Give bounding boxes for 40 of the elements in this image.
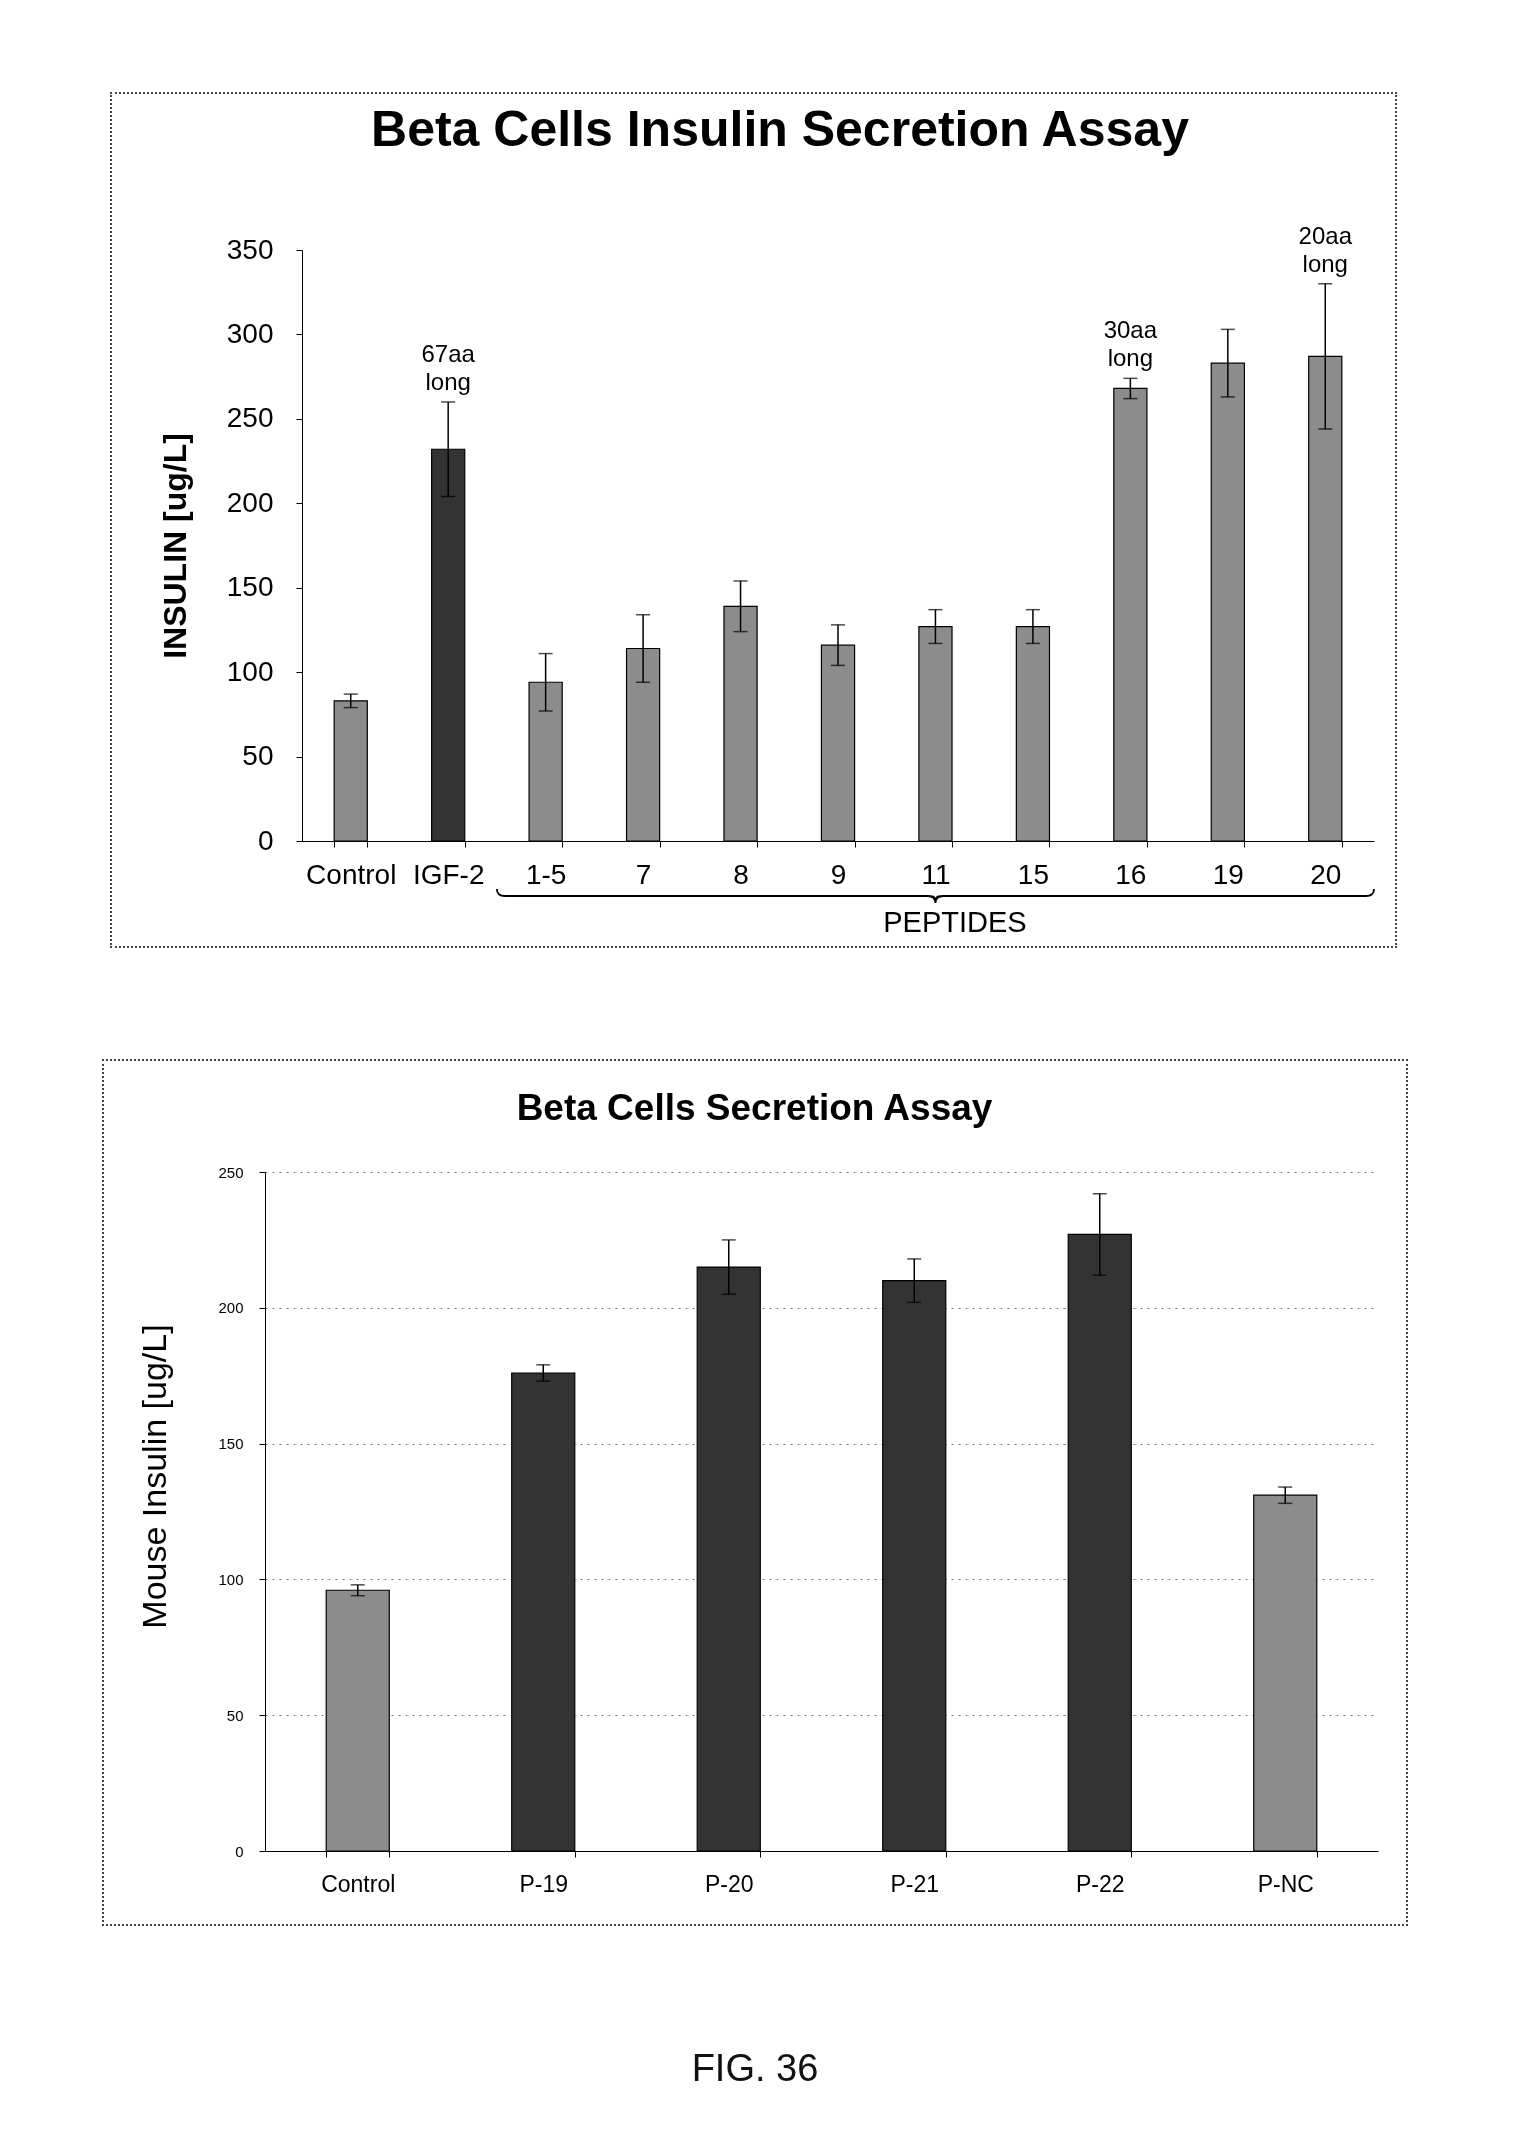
caption: FIG. 36 [691,2046,819,2090]
y-tick-label: 150 [218,1435,244,1453]
x-tick-label: 15 [1017,858,1049,890]
x-tick-label: 20 [1310,858,1342,890]
chart-title: Beta Cells Insulin Secretion Assay [371,100,1190,157]
y-tick-label: 150 [226,571,274,603]
annotation: 20aa long [1298,221,1353,277]
y-tick-label: 300 [226,317,274,349]
x-tick-label: 9 [830,858,847,890]
y-tick-label: 50 [242,740,274,772]
x-tick-label: P-20 [704,1870,754,1897]
x-tick-label: Control [321,1870,396,1897]
x-tick-label: P-22 [1075,1870,1125,1897]
x-tick-label: 1-5 [525,858,567,890]
x-tick-label: 19 [1212,858,1244,890]
y-tick-label: 200 [218,1299,244,1317]
x-tick-label: 8 [733,858,749,890]
x-tick-label: P-NC [1257,1870,1314,1897]
y-tick-label: 250 [218,1163,244,1181]
x-tick-label: 16 [1115,858,1147,890]
y-tick-label: 200 [226,486,274,518]
y-tick-label: 250 [226,402,274,434]
x-tick-label: IGF-2 [412,858,485,890]
y-tick-label: 50 [226,1706,244,1724]
y-tick-label: 0 [257,824,274,856]
y-tick-label: 100 [226,655,274,687]
x-tick-label: 7 [635,858,652,890]
annotation: 30aa long [1103,316,1158,372]
y-tick-label: 100 [218,1570,244,1588]
y-axis-title: INSULIN [ug/L] [156,433,193,659]
y-axis-title: Mouse Insulin [ug/L] [134,1324,173,1629]
x-axis-title: PEPTIDES [883,905,1027,938]
x-tick-label: Control [306,858,397,890]
x-tick-label: 11 [921,858,951,890]
y-tick-label: 0 [235,1842,244,1860]
x-tick-label: P-21 [890,1870,940,1897]
x-tick-label: P-19 [519,1870,569,1897]
y-tick-label: 350 [226,233,274,265]
chart-title: Beta Cells Secretion Assay [516,1087,993,1128]
annotation: 67aa long [421,339,476,395]
